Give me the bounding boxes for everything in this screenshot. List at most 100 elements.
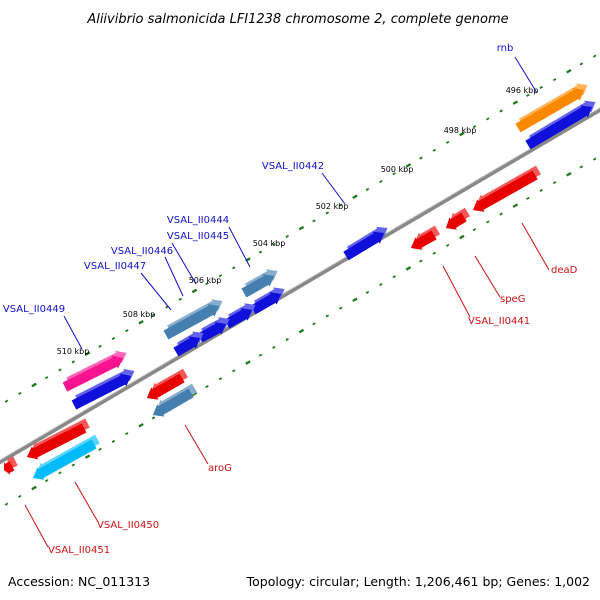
tick-mark [205,282,209,286]
gene-dead[interactable] [473,165,541,212]
lower-tick-track [4,157,597,506]
tick-mark [592,54,597,58]
gene-vsal_ii0447[interactable] [163,299,223,340]
tick-mark [352,194,358,200]
tick-mark [4,399,9,403]
tick-mark [526,196,530,200]
gene-label-speg[interactable]: speG [500,294,525,305]
gene-feature[interactable] [33,434,100,480]
tick-mark [298,328,305,334]
gene-front-face [525,105,592,150]
tick-mark [445,140,450,144]
gene-feature[interactable] [71,368,135,410]
tick-mark [138,319,144,325]
gene-label-dead[interactable]: deaD [551,265,578,276]
gene-vsal_ii0442[interactable] [343,226,388,261]
tick-mark [472,228,477,232]
gene-front-face [27,423,87,460]
tick-mark [432,251,437,255]
gene-speg[interactable] [446,207,471,230]
tick-mark [566,171,572,177]
tick-mark [512,100,519,105]
tick-mark [365,290,370,294]
tick-mark [272,242,276,246]
gene-arog[interactable] [147,368,188,400]
tick-mark [245,360,251,365]
tick-mark [432,148,437,152]
gene-label-arog[interactable]: aroG [208,463,232,474]
tick-mark [84,454,91,459]
gene-label-vsal_ii0442[interactable]: VSAL_II0442 [262,161,324,172]
gene-leader-line [164,256,184,297]
gene-front-face [473,170,538,212]
kbp-label: 508 kbp [123,310,156,319]
tick-mark [285,234,289,239]
tick-mark [232,266,236,270]
gene-label-vsal_ii0449[interactable]: VSAL_II0449 [3,304,65,315]
tick-mark [71,360,76,364]
tick-mark [312,322,316,326]
gene-label-vsal_ii0441[interactable]: VSAL_II0441 [468,316,530,327]
gene-features [4,83,596,480]
tick-mark [138,422,144,428]
gene-vsal_ii0450[interactable] [27,418,90,460]
gene-vsal_ii0445[interactable] [224,303,256,329]
tick-mark [579,62,584,66]
gene-vsal_ii0446[interactable] [197,317,230,343]
gene-front-face [4,461,15,475]
gene-vsal_ii0444[interactable] [241,269,278,298]
tick-mark [232,369,236,373]
gene-vsal_ii0449[interactable] [62,350,127,392]
kbp-labels: 496 kbp 498 kbp 500 kbp 502 kbp 504 kbp 506 k… [57,86,539,356]
tick-mark [125,432,129,436]
tick-mark [31,382,37,388]
tick-mark [18,494,22,498]
gene-front-face [173,336,200,357]
tick-mark [84,351,91,356]
gene-leader-line [521,222,550,271]
tick-mark [325,211,330,215]
gene-label-vsal_ii0445[interactable]: VSAL_II0445 [167,231,229,242]
gene-front-face [33,439,97,480]
accession-text: Accession: NC_011313 [8,574,150,589]
upper-tick-track [4,54,597,403]
gene-front-face [411,230,437,250]
gene-feature[interactable] [153,383,197,417]
chromosome-backbone [0,107,600,465]
tick-mark [98,344,102,348]
tick-mark [552,181,557,185]
gene-label-vsal_ii0447[interactable]: VSAL_II0447 [84,261,146,272]
gene-front-face [153,388,194,417]
tick-mark [459,234,465,240]
gene-vsal_ii0451[interactable] [4,456,18,475]
tick-mark [111,336,116,340]
gene-front-face [62,355,123,392]
gene-label-rnb[interactable]: rnb [497,43,514,54]
tick-mark [31,485,37,491]
gene-feature[interactable] [250,287,285,315]
gene-vsal_ii0441[interactable] [411,225,440,250]
tick-mark [526,93,530,97]
tick-mark [486,117,490,121]
gene-feature[interactable] [525,100,596,150]
tick-mark [405,163,412,168]
gene-leader-line [514,56,538,94]
tick-mark [445,243,450,247]
gene-leader-line [184,424,209,465]
tick-mark [258,250,263,254]
tick-mark [58,368,62,372]
gene-front-face [224,308,252,329]
gene-feature[interactable] [173,331,204,357]
gene-label-vsal_ii0444[interactable]: VSAL_II0444 [167,215,229,226]
gene-rnb[interactable] [515,83,588,133]
tick-mark [18,391,22,395]
tick-mark [539,188,543,192]
gene-label-vsal_ii0446[interactable]: VSAL_II0446 [111,246,173,257]
tick-mark [178,297,183,301]
tick-mark [552,78,557,82]
gene-label-vsal_ii0450[interactable]: VSAL_II0450 [97,520,159,531]
gene-front-face [446,212,467,230]
gene-label-vsal_ii0451[interactable]: VSAL_II0451 [48,545,110,556]
tick-mark [205,385,209,389]
